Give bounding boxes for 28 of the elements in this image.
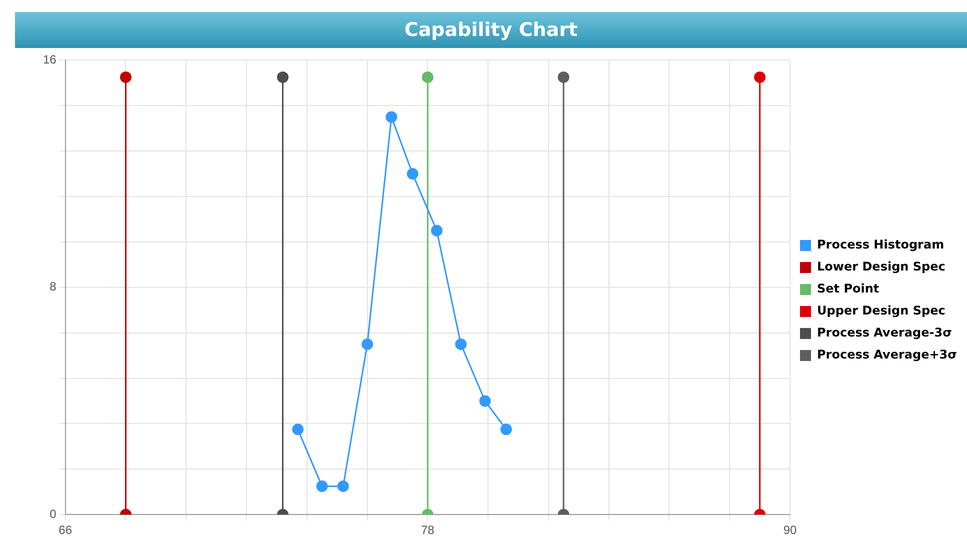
point: [422, 71, 434, 83]
x-tick-label: 90: [783, 523, 798, 538]
point: [479, 395, 491, 407]
point: [362, 338, 374, 350]
point: [386, 111, 398, 123]
legend-label: Process Histogram: [817, 238, 944, 252]
point: [337, 480, 349, 492]
x-tick-label: 66: [58, 523, 72, 538]
point: [430, 224, 442, 236]
point: [316, 480, 328, 492]
point: [455, 338, 467, 350]
x-tick-label: 78: [421, 523, 435, 538]
point: [558, 71, 570, 83]
legend-label: Set Point: [817, 282, 880, 296]
point: [500, 424, 512, 436]
y-tick-label: 16: [42, 52, 57, 67]
legend-label: Upper Design Spec: [817, 304, 946, 318]
legend-label: Lower Design Spec: [817, 260, 946, 274]
point: [120, 71, 132, 83]
chart-title: Capability Chart: [15, 12, 967, 48]
y-tick-label: 8: [50, 280, 57, 294]
legend-label: Process Average-3σ: [817, 326, 952, 340]
legend-label: Process Average+3σ: [817, 348, 958, 362]
point: [754, 71, 766, 83]
point: [277, 71, 288, 83]
point: [406, 168, 418, 180]
y-tick-label: 0: [50, 506, 57, 521]
point: [292, 424, 304, 436]
